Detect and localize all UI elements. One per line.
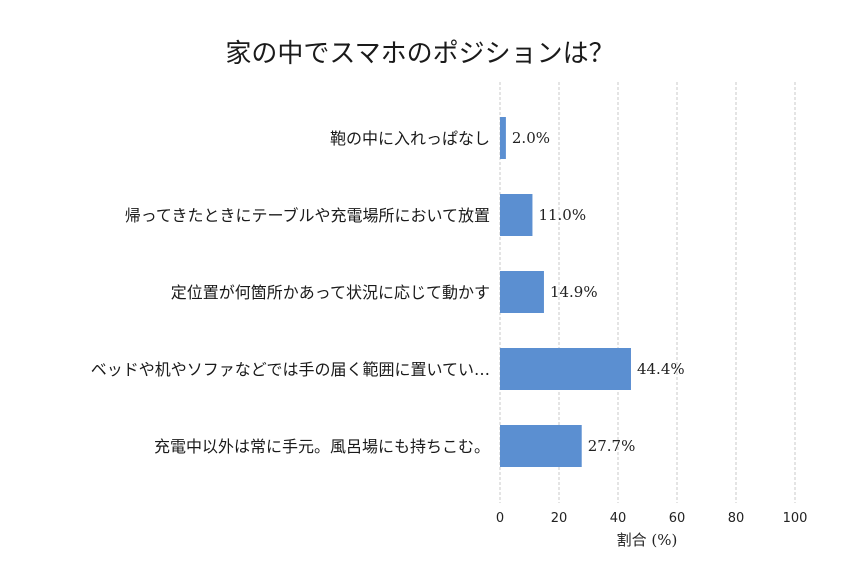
data-label-3: 44.4% — [637, 360, 685, 378]
data-label-4: 27.7% — [588, 437, 636, 455]
data-label-0: 2.0% — [512, 129, 550, 147]
data-labels: 2.0% 11.0% 14.9% 44.4% 27.7% — [512, 129, 685, 455]
x-tick-label-2: 40 — [610, 511, 627, 526]
bars — [500, 117, 631, 467]
category-label-4: 充電中以外は常に手元。風呂場にも持ちこむ。 — [154, 437, 490, 456]
category-label-3: ベッドや机やソファなどでは手の届く範囲に置いてい… — [91, 360, 490, 379]
bar-1 — [500, 194, 533, 236]
data-label-1: 11.0% — [538, 206, 586, 224]
bar-4 — [500, 425, 582, 467]
bar-3 — [500, 348, 631, 390]
x-tick-label-0: 0 — [496, 511, 504, 526]
x-tick-label-5: 100 — [783, 511, 808, 526]
x-tick-label-3: 60 — [669, 511, 686, 526]
x-axis-label: 割合 (%) — [617, 531, 678, 549]
chart-title: 家の中でスマホのポジションは？ — [225, 39, 614, 69]
bar-0 — [500, 117, 506, 159]
category-label-2: 定位置が何箇所かあって状況に応じて動かす — [171, 283, 490, 302]
category-label-1: 帰ってきたときにテーブルや充電場所において放置 — [125, 206, 490, 225]
x-tick-label-4: 80 — [728, 511, 745, 526]
x-axis-ticks: 0 20 40 60 80 100 — [496, 511, 808, 526]
data-label-2: 14.9% — [550, 283, 598, 301]
bar-2 — [500, 271, 544, 313]
x-tick-label-1: 20 — [551, 511, 568, 526]
category-labels: 鞄の中に入れっぱなし帰ってきたときにテーブルや充電場所において放置定位置が何箇所… — [91, 129, 490, 456]
category-label-0: 鞄の中に入れっぱなし — [330, 129, 490, 148]
